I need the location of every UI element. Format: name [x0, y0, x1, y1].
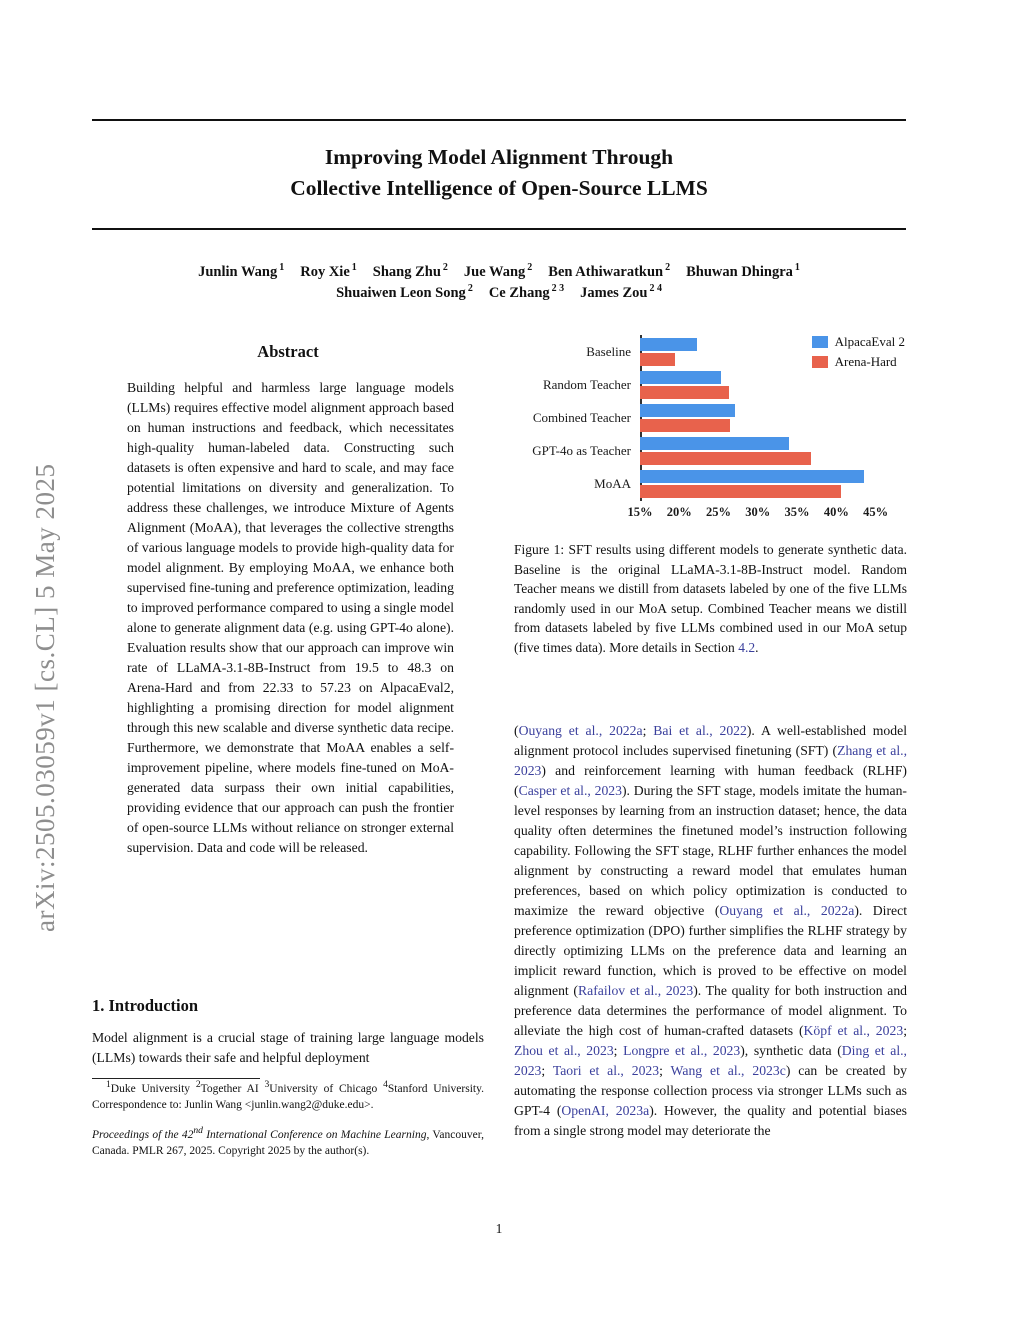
bar-arena-hard-baseline: [640, 352, 676, 366]
citation-link[interactable]: Bai et al., 2022: [653, 723, 747, 738]
chart-bar-group: [640, 434, 907, 467]
bar-arena-hard-moaa: [640, 484, 842, 498]
x-tick-label: 45%: [863, 505, 889, 519]
introduction-body-right: (Ouyang et al., 2022a; Bai et al., 2022)…: [514, 723, 908, 1138]
authors-line1: Junlin Wang 1 Roy Xie 1 Shang Zhu 2 Jue Wang 2 B…: [92, 262, 906, 283]
citation-link[interactable]: Zhou et al., 2023: [514, 1043, 614, 1058]
author-name: Roy Xie 1: [300, 262, 357, 280]
bar-arena-hard-combined-teacher: [640, 418, 731, 432]
chart-category-label: Baseline: [586, 343, 631, 359]
citation-link[interactable]: Taori et al., 2023: [552, 1063, 660, 1078]
citation-link[interactable]: Casper et al., 2023: [518, 783, 622, 798]
citation-link[interactable]: Köpf et al., 2023: [803, 1023, 904, 1038]
bar-arena-hard-gpt-4o-as-teacher: [640, 451, 812, 465]
figure-1: Baseline Random Teacher Combined Teacher GP…: [514, 330, 907, 721]
x-tick-label: 35%: [784, 505, 810, 519]
chart-bar-group: [640, 335, 907, 368]
x-tick-label: 30%: [745, 505, 771, 519]
author-name: Shang Zhu 2: [372, 262, 448, 280]
top-rule: [92, 119, 906, 121]
right-column: Baseline Random Teacher Combined Teacher GP…: [514, 330, 907, 1141]
citation-link[interactable]: Ouyang et al., 2022a: [719, 903, 855, 918]
chart-row: Combined Teacher: [514, 401, 907, 434]
chart-bar-group: [640, 467, 907, 500]
bar-alpacaeval-2-baseline: [640, 337, 698, 351]
citation-link[interactable]: Ouyang et al., 2022a: [518, 723, 643, 738]
citation-link[interactable]: 4.2: [738, 639, 756, 655]
legend-item: Arena-Hard: [811, 354, 905, 370]
chart-row: MoAA: [514, 467, 907, 500]
author-name: Ce Zhang 2 3: [488, 283, 565, 301]
bar-alpacaeval-2-combined-teacher: [640, 403, 736, 417]
citation-link[interactable]: Wang et al., 2023c: [670, 1063, 786, 1078]
author-name: Junlin Wang 1: [198, 262, 285, 280]
introduction-text: Model alignment is a crucial stage of tr…: [92, 1030, 484, 1065]
legend-label: AlpacaEval 2: [834, 334, 905, 349]
author-name: Jue Wang 2: [463, 262, 533, 280]
chart-bar-group: [640, 401, 907, 434]
abstract-text: Building helpful and harmless large lang…: [127, 380, 454, 855]
bar-arena-hard-random-teacher: [640, 385, 729, 399]
citation-link[interactable]: Longpre et al., 2023: [623, 1043, 741, 1058]
citation-link[interactable]: Zhang et al., 2023: [514, 743, 907, 778]
chart-category-label: Random Teacher: [542, 376, 631, 392]
bar-alpacaeval-2-moaa: [640, 469, 864, 483]
chart-row: Baseline: [514, 335, 907, 368]
chart-y-axis-line: [640, 335, 642, 501]
author-name: James Zou 2 4: [580, 283, 662, 301]
paper-title: Improving Model Alignment Through Collec…: [92, 142, 906, 204]
legend-swatch-arena-hard: [811, 356, 828, 368]
page-number: 1: [495, 1221, 503, 1236]
author-name: Ben Athiwaratkun 2: [548, 262, 671, 280]
abstract-heading: Abstract: [257, 342, 319, 361]
mid-rule: [92, 228, 906, 230]
chart-legend: AlpacaEval 2 Arena-Hard: [811, 334, 905, 370]
citation-link[interactable]: Ding et al., 2023: [514, 1043, 907, 1078]
chart-row: Random Teacher: [514, 368, 907, 401]
legend-label: Arena-Hard: [834, 354, 897, 369]
legend-item: AlpacaEval 2: [811, 334, 905, 350]
section-heading-introduction: 1. Introduction: [92, 996, 199, 1015]
citation-link[interactable]: Rafailov et al., 2023: [578, 983, 694, 998]
author-block: Junlin Wang 1 Roy Xie 1 Shang Zhu 2 Jue Wang 2 B…: [92, 262, 906, 304]
chart-bar-group: [640, 368, 907, 401]
author-name: Bhuwan Dhingra 1: [686, 262, 800, 280]
x-tick-label: 15%: [627, 505, 653, 519]
chart-category-label: MoAA: [594, 475, 631, 491]
proceedings-notice: Proceedings of the 42nd International Co…: [92, 1125, 484, 1157]
author-name: Shuaiwen Leon Song 2: [336, 283, 473, 301]
legend-swatch-alpacaeval-2: [811, 336, 828, 348]
bar-alpacaeval-2-random-teacher: [640, 370, 721, 384]
x-tick-label: 20%: [666, 505, 692, 519]
figure-1-caption: Figure 1: SFT results using different mo…: [514, 542, 907, 655]
citation-link[interactable]: OpenAI, 2023a: [561, 1103, 650, 1118]
chart-row: GPT-4o as Teacher: [514, 434, 907, 467]
left-column: Abstract Building helpful and harmless l…: [92, 332, 484, 1159]
paper-title-line2: Collective Intelligence of Open-Source L…: [290, 176, 708, 200]
chart-rows: Baseline Random Teacher Combined Teacher GP…: [514, 335, 907, 500]
footnote-text: 1Duke University 2Together AI 3Universit…: [92, 1079, 484, 1111]
chart-category-label: Combined Teacher: [532, 409, 631, 425]
abstract-section: Abstract Building helpful and harmless l…: [92, 332, 484, 996]
footnote-rule: [92, 1078, 260, 1079]
chart-category-label: GPT-4o as Teacher: [532, 442, 631, 458]
chart-x-ticks: 15% 20% 25% 30% 35% 40% 45%: [628, 500, 907, 522]
bar-alpacaeval-2-gpt-4o-as-teacher: [640, 436, 790, 450]
sft-results-bar-chart: Baseline Random Teacher Combined Teacher GP…: [514, 330, 907, 527]
paper-title-line1: Improving Model Alignment Through: [324, 145, 674, 169]
arxiv-sidebar-label: arXiv:2505.03059v1 [cs.CL] 5 May 2025: [30, 463, 60, 932]
authors-line2: Shuaiwen Leon Song 2 Ce Zhang 2 3 James Zou 2…: [92, 283, 906, 304]
x-tick-label: 25%: [706, 505, 732, 519]
x-tick-label: 40%: [823, 505, 849, 519]
